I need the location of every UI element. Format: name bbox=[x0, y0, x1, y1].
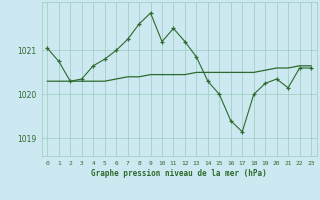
X-axis label: Graphe pression niveau de la mer (hPa): Graphe pression niveau de la mer (hPa) bbox=[91, 169, 267, 178]
